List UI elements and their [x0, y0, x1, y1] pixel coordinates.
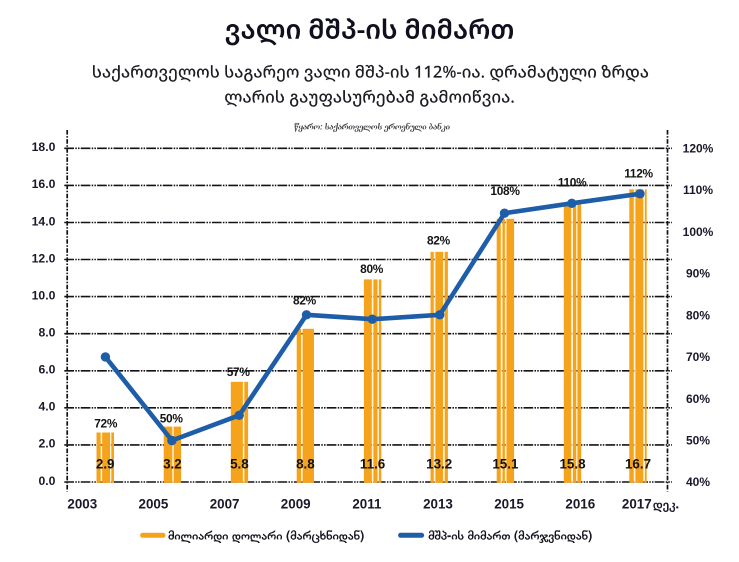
svg-text:16.7: 16.7: [625, 456, 651, 471]
svg-text:15.8: 15.8: [559, 456, 586, 471]
svg-text:72%: 72%: [94, 417, 118, 431]
svg-text:50%: 50%: [160, 411, 184, 425]
svg-text:60%: 60%: [686, 392, 710, 406]
svg-text:2007: 2007: [210, 496, 240, 511]
svg-text:110%: 110%: [558, 176, 587, 190]
svg-text:11.6: 11.6: [360, 456, 385, 471]
svg-text:90%: 90%: [686, 267, 710, 281]
svg-text:8.8: 8.8: [296, 456, 315, 471]
svg-text:40%: 40%: [686, 475, 710, 489]
svg-text:2015: 2015: [494, 496, 524, 511]
svg-text:70%: 70%: [686, 350, 710, 364]
svg-text:80%: 80%: [360, 262, 384, 276]
svg-text:14.0: 14.0: [32, 214, 56, 228]
svg-text:2016: 2016: [565, 496, 595, 511]
svg-text:6.0: 6.0: [38, 363, 55, 377]
svg-text:13.2: 13.2: [426, 456, 452, 471]
svg-text:82%: 82%: [293, 294, 317, 308]
svg-text:10.0: 10.0: [32, 288, 56, 302]
svg-text:2009: 2009: [281, 496, 311, 511]
svg-text:15.1: 15.1: [492, 456, 519, 471]
svg-text:3.2: 3.2: [163, 456, 182, 471]
svg-text:16.0: 16.0: [32, 177, 56, 191]
svg-text:2.9: 2.9: [96, 456, 115, 471]
svg-text:2003: 2003: [67, 496, 97, 511]
svg-text:82%: 82%: [427, 233, 451, 247]
svg-text:0.0: 0.0: [38, 474, 55, 488]
svg-text:5.8: 5.8: [230, 456, 249, 471]
svg-text:4.0: 4.0: [38, 400, 55, 414]
svg-text:110%: 110%: [683, 183, 713, 197]
svg-text:100%: 100%: [683, 225, 714, 239]
svg-text:120%: 120%: [683, 142, 714, 156]
svg-text:80%: 80%: [686, 308, 710, 322]
svg-text:108%: 108%: [490, 184, 520, 198]
svg-text:8.0: 8.0: [38, 326, 55, 340]
svg-text:2013: 2013: [423, 496, 453, 511]
svg-text:112%: 112%: [624, 166, 653, 180]
svg-text:50%: 50%: [686, 434, 710, 448]
svg-text:2005: 2005: [139, 496, 169, 511]
svg-text:57%: 57%: [227, 365, 251, 379]
svg-text:12.0: 12.0: [32, 251, 56, 265]
svg-text:2011: 2011: [352, 496, 382, 511]
svg-text:2.0: 2.0: [38, 437, 55, 451]
svg-text:2017: 2017: [622, 496, 652, 511]
svg-text:18.0: 18.0: [32, 140, 56, 154]
